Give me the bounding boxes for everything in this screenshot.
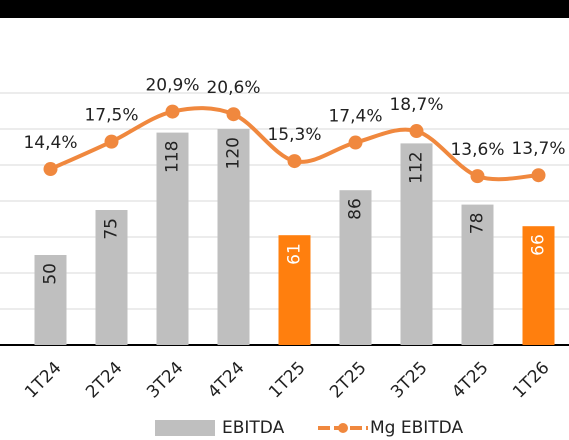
header-bar	[0, 0, 569, 18]
bar-value-label: 120	[224, 137, 244, 169]
bar-value-label: 86	[346, 198, 366, 220]
bar	[278, 235, 311, 345]
line-marker	[348, 135, 363, 150]
line-marker	[409, 124, 424, 139]
x-tick-label: 1T25	[265, 358, 309, 402]
line-value-label: 14,4%	[23, 133, 77, 153]
line-marker	[226, 107, 241, 122]
x-tick-label: 4T25	[448, 358, 492, 402]
x-tick-label: 3T25	[387, 358, 431, 402]
line-value-label: 15,3%	[267, 125, 321, 145]
line-value-label: 17,4%	[328, 107, 382, 127]
line-marker	[43, 162, 58, 177]
line-value-label: 13,6%	[450, 140, 504, 160]
bar-value-label: 75	[102, 218, 122, 240]
bar	[34, 255, 67, 345]
line-value-label: 18,7%	[389, 95, 443, 115]
bar	[461, 204, 494, 345]
line-value-label: 17,5%	[84, 106, 138, 126]
bar	[522, 226, 555, 345]
bar	[339, 190, 372, 345]
line-marker	[531, 168, 546, 183]
line-marker	[470, 169, 485, 184]
bar	[400, 143, 433, 345]
x-tick-label: 2T24	[82, 358, 126, 402]
bar-value-label: 50	[41, 263, 61, 285]
line-marker	[165, 104, 180, 119]
x-tick-label: 1T26	[509, 358, 553, 402]
x-tick-label: 1T24	[21, 358, 65, 402]
bar	[217, 129, 250, 345]
bar-value-label: 78	[468, 213, 488, 235]
bar-value-label: 118	[163, 141, 183, 173]
x-tick-label: 4T24	[204, 358, 248, 402]
legend-swatch	[338, 423, 348, 433]
line-marker	[287, 154, 302, 169]
bar-value-label: 61	[285, 243, 305, 265]
bar-value-label: 66	[529, 234, 549, 256]
legend-swatch	[155, 420, 215, 436]
bar-value-label: 112	[407, 151, 427, 183]
x-tick-label: 2T25	[326, 358, 370, 402]
legend-label: EBITDA	[222, 418, 285, 438]
bar	[156, 132, 189, 345]
line-value-label: 20,6%	[206, 78, 260, 98]
x-tick-label: 3T24	[143, 358, 187, 402]
line-value-label: 20,9%	[145, 76, 199, 96]
bar	[95, 210, 128, 345]
line-value-label: 13,7%	[511, 139, 565, 159]
line-marker	[104, 134, 119, 149]
legend-label: Mg EBITDA	[370, 418, 463, 438]
